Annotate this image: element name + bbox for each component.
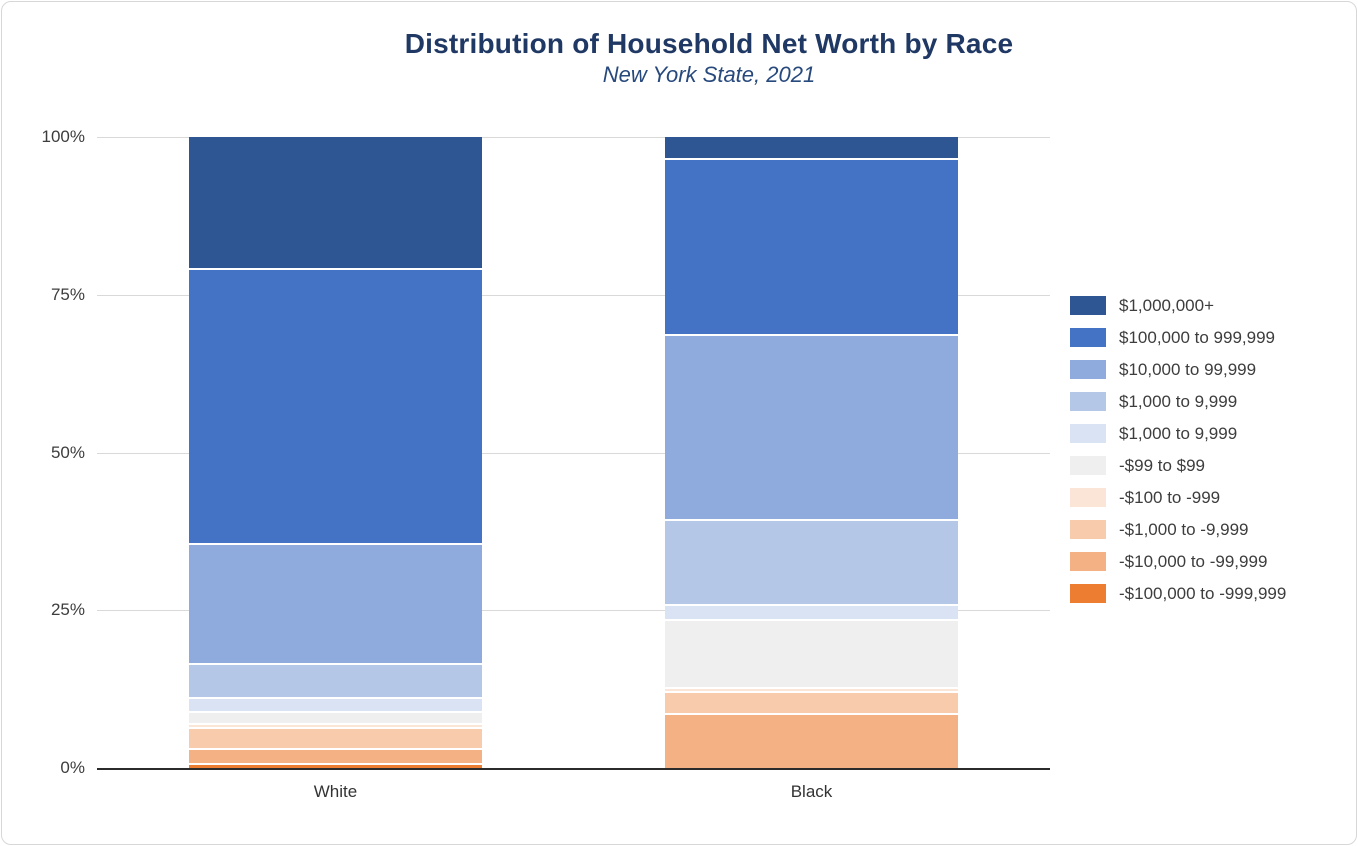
y-axis-tick-label: 50% — [50, 442, 85, 462]
bar-segment — [665, 157, 958, 334]
legend-item: $1,000,000+ — [1070, 296, 1286, 315]
legend-item: $1,000 to 9,999 — [1070, 424, 1286, 443]
legend-label: -$1,000 to -9,999 — [1119, 519, 1249, 539]
gridline — [97, 294, 1050, 296]
gridline — [97, 610, 1050, 612]
bar-segment — [665, 687, 958, 691]
legend-label: -$99 to $99 — [1119, 455, 1206, 475]
legend-item: -$1,000 to -9,999 — [1070, 520, 1286, 539]
legend-label: $1,000 to 9,999 — [1119, 423, 1238, 443]
legend-swatch — [1070, 488, 1106, 507]
legend-swatch — [1070, 584, 1106, 603]
legend-label: -$100 to -999 — [1119, 487, 1221, 507]
bar-segment — [189, 137, 482, 269]
bar-segment — [189, 697, 482, 712]
bar-segment — [189, 268, 482, 543]
legend-label: -$10,000 to -99,999 — [1119, 551, 1268, 571]
chart-subtitle: New York State, 2021 — [602, 62, 816, 87]
gridline — [97, 768, 1050, 769]
plot-area: 100% 75% 50% 25% 0% White Black — [42, 127, 1050, 801]
legend-label: $1,000,000+ — [1119, 295, 1215, 315]
x-axis-label: White — [313, 782, 358, 801]
legend-swatch — [1070, 392, 1106, 411]
bar-segment — [665, 690, 958, 714]
bar-white — [189, 137, 482, 768]
legend-swatch — [1070, 296, 1106, 315]
bar-segment — [665, 603, 958, 620]
y-axis-tick-label: 75% — [50, 284, 85, 304]
legend-swatch — [1070, 456, 1106, 475]
bar-segment — [665, 713, 958, 768]
legend-item: -$100 to -999 — [1070, 488, 1286, 507]
bar-segment — [189, 762, 482, 768]
x-axis-label: Black — [790, 782, 833, 801]
bar-segment — [665, 137, 958, 158]
gridline — [97, 137, 1050, 138]
legend-item: -$99 to $99 — [1070, 456, 1286, 475]
legend-item: -$10,000 to -99,999 — [1070, 552, 1286, 571]
gridline — [97, 452, 1050, 454]
bar-segment — [665, 619, 958, 688]
legend-label: -$100,000 to -999,999 — [1119, 583, 1287, 603]
legend-label: $10,000 to 99,999 — [1119, 359, 1257, 379]
y-axis-tick-label: 0% — [60, 758, 85, 777]
y-axis-tick-label: 100% — [41, 127, 85, 146]
y-axis-tick-label: 25% — [50, 600, 85, 620]
legend: $1,000,000+ $100,000 to 999,999 $10,000 to… — [1070, 296, 1286, 616]
bar-segment — [189, 711, 482, 723]
bar-segment — [189, 542, 482, 663]
legend-swatch — [1070, 328, 1106, 347]
bar-segment — [665, 333, 958, 519]
legend-label: $1,000 to 9,999 — [1119, 391, 1238, 411]
bar-segment — [189, 747, 482, 763]
bar-segment — [665, 518, 958, 604]
legend-swatch — [1070, 424, 1106, 443]
bar-segment — [189, 726, 482, 748]
legend-swatch — [1070, 520, 1106, 539]
legend-item: -$100,000 to -999,999 — [1070, 584, 1286, 603]
legend-item: $1,000 to 9,999 — [1070, 392, 1286, 411]
bar-black — [665, 137, 958, 768]
legend-swatch — [1070, 360, 1106, 379]
legend-item: $100,000 to 999,999 — [1070, 328, 1286, 347]
legend-label: $100,000 to 999,999 — [1119, 327, 1275, 347]
bar-segment — [189, 662, 482, 698]
bar-segment — [189, 722, 482, 727]
legend-item: $10,000 to 99,999 — [1070, 360, 1286, 379]
legend-swatch — [1070, 552, 1106, 571]
chart-title: Distribution of Household Net Worth by R… — [404, 28, 1014, 59]
